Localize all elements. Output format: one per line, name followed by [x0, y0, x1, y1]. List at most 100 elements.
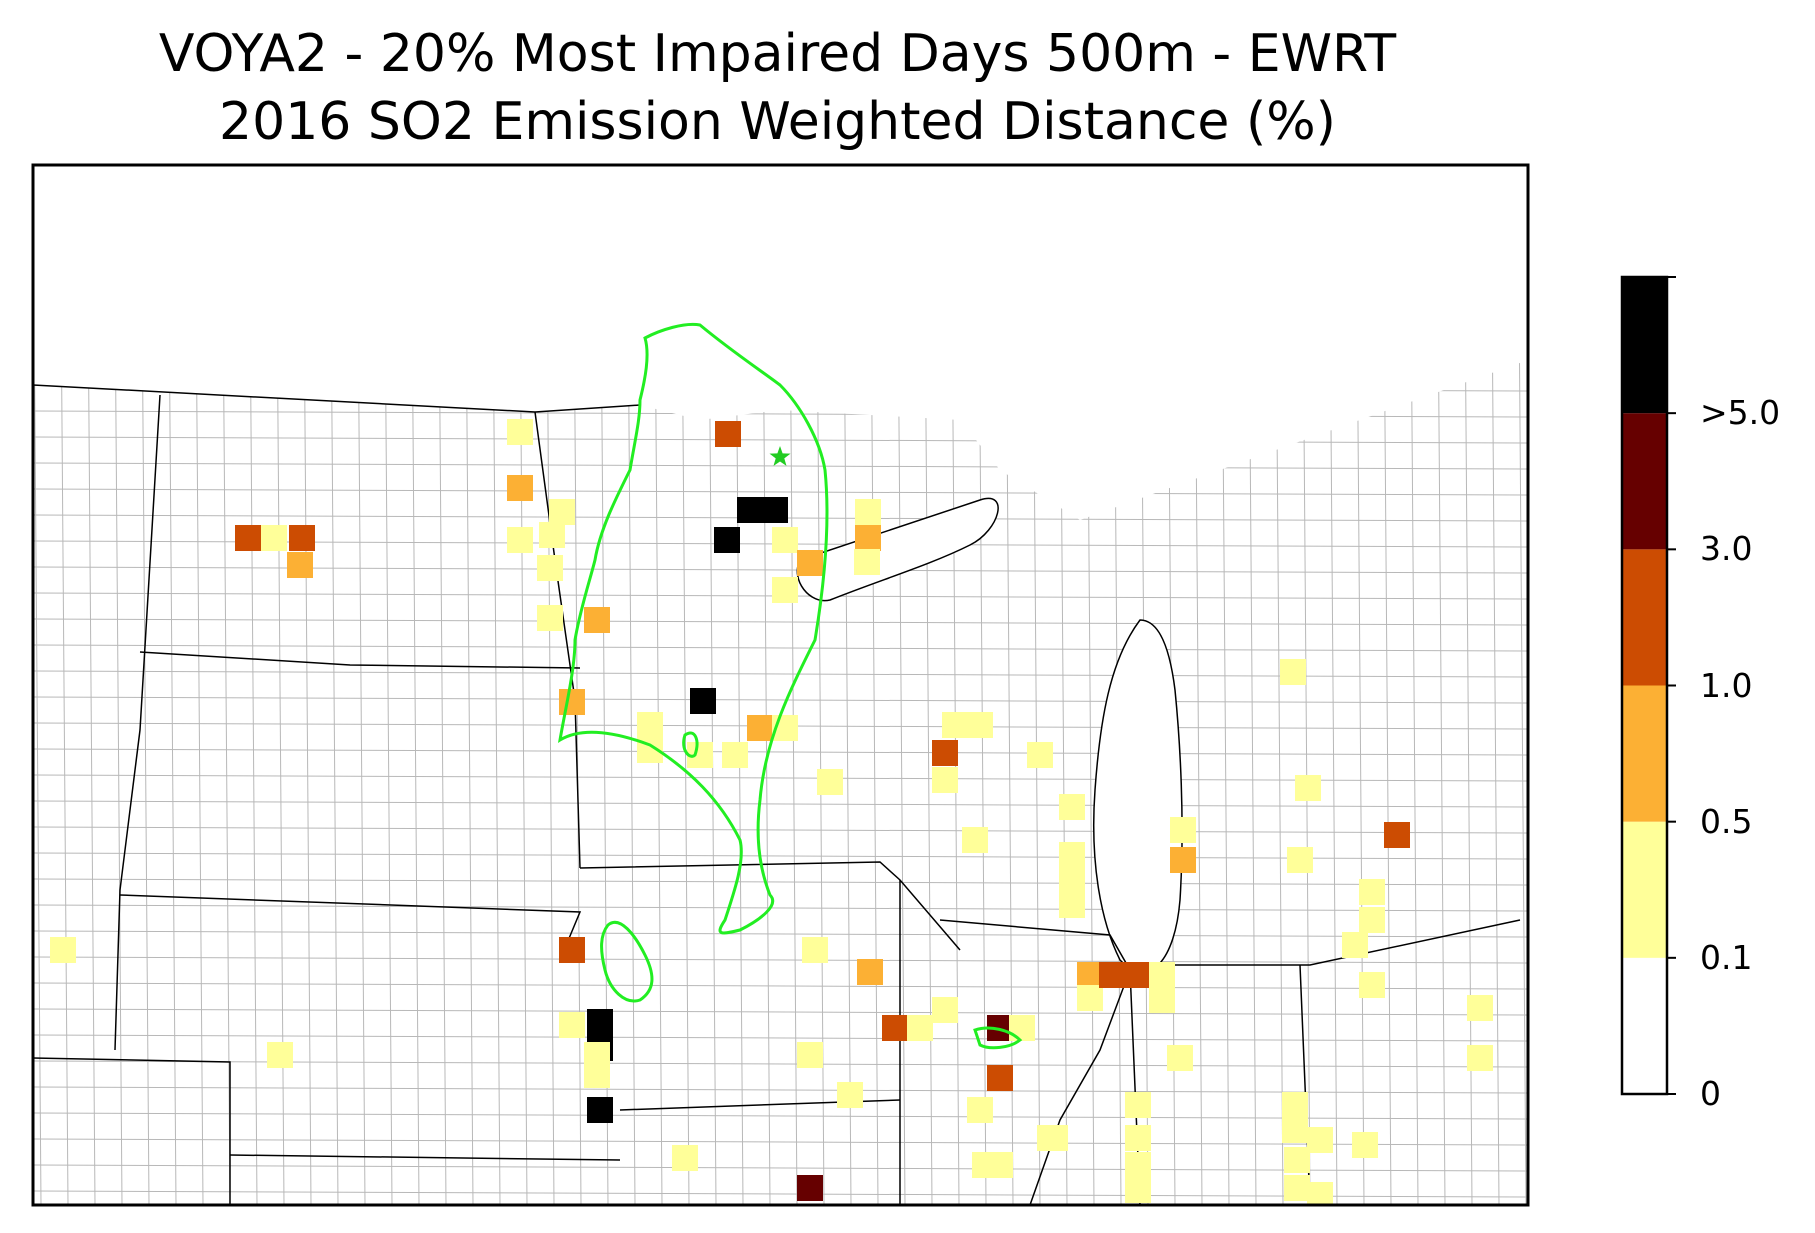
emission-cell — [1170, 847, 1196, 873]
colorbar-bin — [1622, 413, 1667, 550]
emission-cell — [722, 742, 748, 768]
county-line — [33, 1190, 1528, 1198]
emission-cell — [559, 937, 585, 963]
state-border — [114, 394, 161, 1051]
colorbar-tick-label: 1.0 — [1700, 665, 1753, 705]
emission-cell — [672, 1145, 698, 1171]
county-line — [33, 1164, 1528, 1172]
emission-cell — [932, 997, 958, 1023]
colorbar-tick-label: 3.0 — [1700, 529, 1753, 569]
emission-cell — [1359, 907, 1385, 933]
state-border — [139, 651, 581, 669]
emission-cell — [1077, 962, 1103, 988]
emission-cell — [289, 525, 315, 551]
emission-cell — [584, 1062, 610, 1088]
emission-cell — [559, 689, 585, 715]
emission-cell — [1027, 742, 1053, 768]
emission-cell — [1359, 879, 1385, 905]
county-line — [33, 982, 1528, 990]
emission-cell — [267, 1042, 293, 1068]
county-line — [33, 826, 1528, 834]
site-marker — [769, 446, 791, 466]
site-star-icon — [769, 446, 791, 466]
emission-cell — [537, 605, 563, 631]
emission-cell — [1059, 794, 1085, 820]
county-grid — [33, 165, 1528, 1205]
emission-cell — [1149, 962, 1175, 988]
contour-line — [557, 322, 829, 935]
emission-cell — [235, 525, 261, 551]
emission-cell — [1125, 1125, 1151, 1151]
county-line — [33, 878, 1528, 886]
lake-michigan — [1093, 619, 1183, 973]
emission-cell — [797, 1175, 823, 1201]
emission-cell — [507, 419, 533, 445]
state-border — [119, 894, 582, 961]
county-line — [33, 904, 1528, 912]
emission-cell — [507, 475, 533, 501]
county-line — [33, 1034, 1528, 1042]
emission-cell — [584, 607, 610, 633]
emission-cell — [747, 715, 773, 741]
county-line — [33, 1112, 1528, 1120]
emission-cell — [714, 527, 740, 553]
emission-cell — [287, 552, 313, 578]
emission-cell — [855, 525, 881, 551]
colorbar-bin — [1622, 821, 1667, 958]
emission-cell — [50, 937, 76, 963]
emission-cell — [637, 712, 663, 738]
emission-cell — [797, 550, 823, 576]
emission-cell — [1059, 842, 1085, 868]
emission-cell — [962, 827, 988, 853]
contour-line — [682, 731, 699, 758]
colorbar-tick-label: 0.1 — [1700, 937, 1753, 977]
emission-cell — [854, 549, 880, 575]
emission-cell — [1280, 659, 1306, 685]
emission-cell — [587, 1097, 613, 1123]
emission-cell — [1059, 867, 1085, 893]
county-line — [33, 462, 1528, 470]
emission-cell — [882, 1015, 908, 1041]
emission-cell — [932, 767, 958, 793]
emission-cell — [1359, 972, 1385, 998]
colorbar-bin — [1622, 549, 1667, 686]
emission-cell — [1384, 822, 1410, 848]
emission-cell — [1042, 1125, 1068, 1151]
emission-cell — [932, 740, 958, 766]
county-line — [33, 774, 1528, 782]
emission-cell — [507, 527, 533, 553]
colorbar-bin — [1622, 277, 1667, 414]
emission-cell — [797, 1042, 823, 1068]
emission-cell — [537, 555, 563, 581]
emission-cell — [539, 522, 565, 548]
emission-cell — [857, 959, 883, 985]
emission-cell — [1467, 995, 1493, 1021]
emission-cell — [1342, 932, 1368, 958]
emission-cell — [942, 712, 968, 738]
emission-cell — [1295, 775, 1321, 801]
emission-cell — [1307, 1182, 1333, 1205]
emission-cell — [817, 769, 843, 795]
emission-cell — [737, 497, 763, 523]
county-line — [33, 644, 1528, 652]
emission-cell — [1149, 987, 1175, 1013]
emission-cell — [967, 1097, 993, 1123]
county-line — [33, 748, 1528, 756]
contour-line — [600, 921, 654, 1003]
emission-cell — [559, 1012, 585, 1038]
emission-cell — [1307, 1127, 1333, 1153]
emission-cell — [549, 499, 575, 525]
emission-cell — [587, 1009, 613, 1035]
map-subtitle: 2016 SO2 Emission Weighted Distance (%) — [219, 92, 1336, 152]
emission-cell — [1284, 1147, 1310, 1173]
emission-cell — [772, 577, 798, 603]
colorbar-tick-label: 0.5 — [1700, 801, 1753, 841]
emission-cell — [261, 525, 287, 551]
county-line — [33, 670, 1528, 678]
state-border — [33, 1057, 231, 1205]
county-line — [33, 800, 1528, 808]
colorbar-tick-label: 0 — [1700, 1074, 1721, 1113]
emission-cell — [1170, 817, 1196, 843]
emission-cell — [855, 499, 881, 525]
